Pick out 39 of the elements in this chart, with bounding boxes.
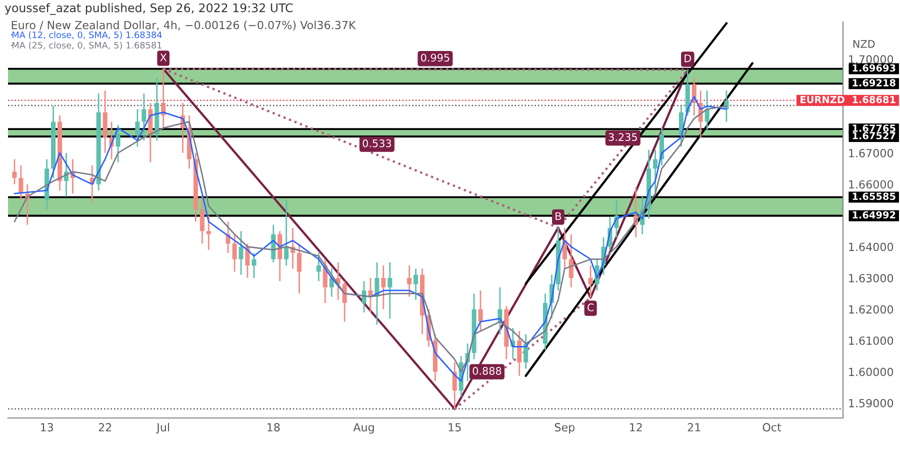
chart-subtitle: Euro / New Zealand Dollar, 4h, −0.00126 (−0.07%) Vol36.37K — [12, 20, 356, 31]
y-tick-label: 1.66000 — [849, 180, 894, 189]
annotation: D — [684, 54, 692, 62]
annotation: X — [160, 54, 167, 62]
ref-line-label: 1.69693 — [852, 64, 896, 72]
x-tick-label: 22 — [98, 423, 112, 432]
legend-label: MA (12, close, 0, SMA, 5) 1.68384 — [12, 31, 162, 40]
y-tick-label: 1.62000 — [849, 305, 894, 314]
y-axis-title: NZD — [853, 40, 875, 48]
annotation: C — [588, 303, 594, 312]
x-tick-label: Jul — [156, 422, 170, 434]
x-tick-label: Aug — [353, 423, 374, 434]
x-tick-label: 18 — [268, 423, 280, 432]
ref-line-label: 1.64992 — [852, 211, 896, 219]
y-tick-label: 1.70000 — [849, 55, 894, 64]
y-tick-label: 1.64000 — [849, 242, 894, 252]
ref-line-label: 1.69218 — [852, 79, 896, 86]
annotation: B — [556, 212, 562, 220]
x-tick-label: 21 — [688, 423, 700, 432]
annotation: 0.533 — [362, 139, 392, 148]
x-tick-label: 15 — [448, 423, 461, 432]
annotation: 0.888 — [472, 366, 502, 375]
x-tick-label: Sep — [554, 423, 575, 434]
x-tick-label: 13 — [40, 423, 54, 432]
y-tick-label: 1.59000 — [849, 398, 894, 408]
ref-line-label: EURNZD 1.68681 — [800, 96, 896, 104]
y-tick-label: 1.60000 — [849, 368, 894, 376]
x-tick-label: Oct — [762, 423, 782, 432]
ref-line-label: 1.67765 — [852, 124, 896, 132]
legend-label: MA (25, close, 0, SMA, 5) 1.68581 — [12, 42, 162, 50]
y-tick-label: 1.63000 — [849, 274, 894, 282]
x-tick-label: 12 — [630, 423, 642, 432]
chart-title: youssef_azat published, Sep 26, 2022 19:32 UTC — [4, 3, 293, 15]
annotation: 3.235 — [608, 133, 637, 142]
ref-line-label: 1.67527 — [852, 132, 896, 140]
ref-line-label: 1.65585 — [852, 192, 896, 200]
y-tick-label: 1.61000 — [849, 336, 894, 345]
y-tick-label: 1.67000 — [849, 148, 894, 158]
annotation: 0.995 — [420, 54, 450, 62]
